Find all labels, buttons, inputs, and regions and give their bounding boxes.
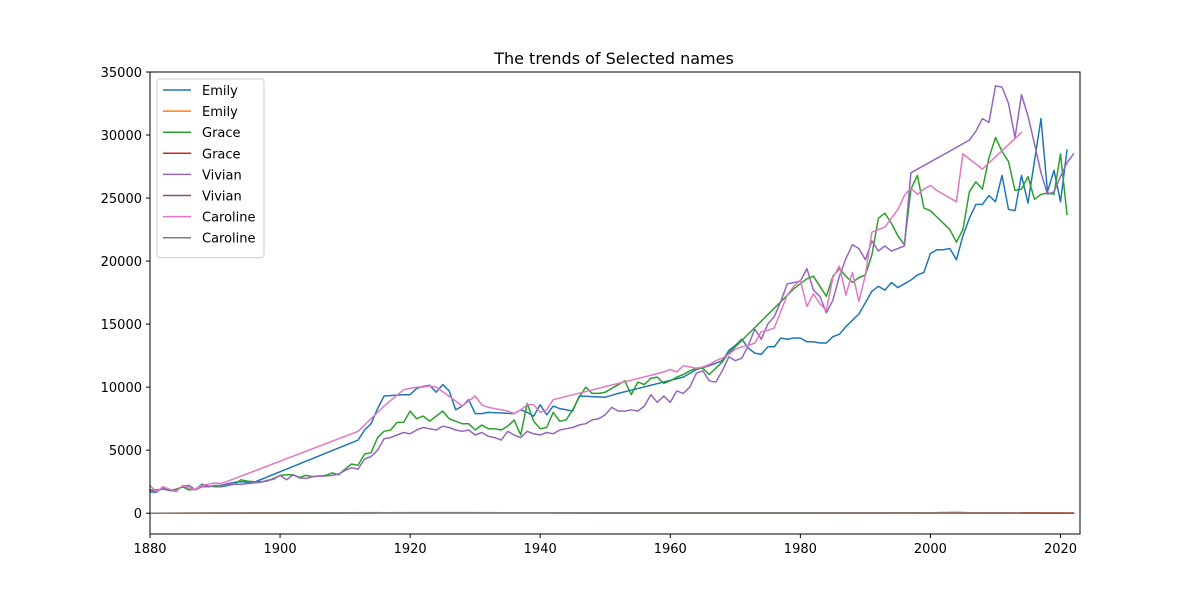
y-tick-label: 20000 xyxy=(101,255,142,270)
y-tick-label: 15000 xyxy=(101,318,142,333)
series-line-4 xyxy=(149,85,1075,493)
y-tick-label: 35000 xyxy=(101,66,142,81)
x-tick-label: 1960 xyxy=(654,542,687,557)
series-line-7 xyxy=(149,511,1023,514)
plot-area-frame xyxy=(149,71,1081,535)
legend: Emily Emily Grace Grace Vivian Vivian Caroline… xyxy=(156,78,265,259)
series-line-0 xyxy=(149,117,1068,494)
y-tick-label: 30000 xyxy=(101,129,142,144)
x-tick-label: 1880 xyxy=(133,542,166,557)
legend-label: Vivian xyxy=(202,168,242,183)
x-tick-label: 2020 xyxy=(1044,542,1077,557)
series-line-2 xyxy=(149,136,1068,492)
legend-label: Emily xyxy=(202,105,238,120)
legend-box xyxy=(156,78,265,259)
x-axis: 1880 1900 1920 1940 1960 1980 2000 2020 xyxy=(133,534,1077,557)
series-layer xyxy=(148,85,1075,514)
legend-label: Vivian xyxy=(202,190,242,205)
x-tick-label: 2000 xyxy=(914,542,947,557)
x-tick-label: 1940 xyxy=(524,542,557,557)
legend-label: Caroline xyxy=(202,232,256,247)
x-tick-label: 1920 xyxy=(394,542,427,557)
legend-label: Caroline xyxy=(202,211,256,226)
x-tick-label: 1900 xyxy=(264,542,297,557)
chart-title: The trends of Selected names xyxy=(493,49,734,68)
legend-label: Grace xyxy=(202,126,241,141)
y-tick-label: 5000 xyxy=(109,444,142,459)
legend-label: Emily xyxy=(202,84,238,99)
series-line-6 xyxy=(148,131,1023,493)
legend-label: Grace xyxy=(202,147,241,162)
x-tick-label: 1980 xyxy=(784,542,817,557)
y-tick-label: 0 xyxy=(134,507,142,522)
y-axis: 0 5000 10000 15000 20000 25000 30000 35000 xyxy=(101,66,150,522)
y-tick-label: 10000 xyxy=(101,381,142,396)
y-tick-label: 25000 xyxy=(101,192,142,207)
